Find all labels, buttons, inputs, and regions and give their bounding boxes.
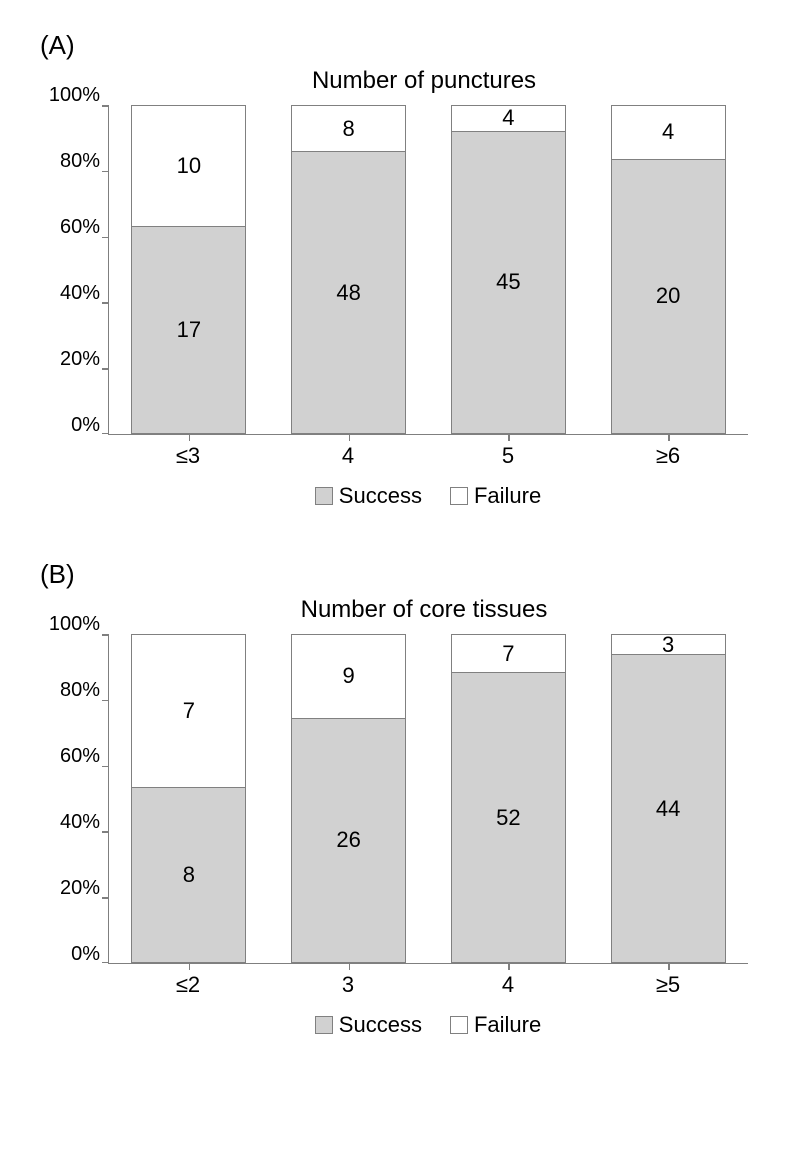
panel-b-title: Number of core tissues	[100, 596, 748, 624]
legend-item-failure: Failure	[450, 1012, 541, 1038]
bar-segment-failure: 7	[451, 634, 566, 673]
panel-b-y-axis: 100% 80% 60% 40% 20% 0%	[40, 634, 108, 964]
bar-segment-success: 48	[291, 152, 406, 434]
panel-b-bars: 78926752344	[109, 634, 748, 963]
x-label: 3	[290, 972, 405, 998]
panel-b-x-axis: ≤2 3 4 ≥5	[108, 972, 748, 998]
panel-b-plot: 78926752344	[108, 634, 748, 964]
x-label: 4	[450, 972, 565, 998]
x-tick-marks	[109, 434, 748, 441]
legend-item-failure: Failure	[450, 483, 541, 509]
panel-a-label: (A)	[40, 30, 748, 61]
legend-failure-label: Failure	[474, 1012, 541, 1038]
bar-column: 926	[291, 634, 406, 963]
bar-column: 344	[611, 634, 726, 963]
bar-segment-failure: 10	[131, 105, 246, 227]
legend-swatch-failure-icon	[450, 1016, 468, 1034]
panel-a-bars: 1017848445420	[109, 105, 748, 434]
panel-a-x-axis: ≤3 4 5 ≥6	[108, 443, 748, 469]
bar-column: 420	[611, 105, 726, 434]
bar-segment-success: 8	[131, 788, 246, 963]
x-label: ≥5	[610, 972, 725, 998]
legend-item-success: Success	[315, 483, 422, 509]
bar-segment-failure: 8	[291, 105, 406, 152]
legend-item-success: Success	[315, 1012, 422, 1038]
legend-success-label: Success	[339, 1012, 422, 1038]
bar-column: 445	[451, 105, 566, 434]
legend-swatch-failure-icon	[450, 487, 468, 505]
x-tick-marks	[109, 963, 748, 970]
bar-segment-failure: 4	[451, 105, 566, 132]
x-label: ≤2	[130, 972, 245, 998]
bar-column: 752	[451, 634, 566, 963]
panel-a-plot: 1017848445420	[108, 105, 748, 435]
panel-a-legend: Success Failure	[108, 483, 748, 509]
panel-b: (B) Number of core tissues 100% 80% 60% …	[40, 559, 748, 1038]
y-tick-marks	[102, 634, 109, 963]
bar-segment-success: 52	[451, 673, 566, 963]
panel-a-y-axis: 100% 80% 60% 40% 20% 0%	[40, 105, 108, 435]
bar-segment-success: 20	[611, 160, 726, 434]
legend-swatch-success-icon	[315, 1016, 333, 1034]
bar-column: 78	[131, 634, 246, 963]
panel-b-legend: Success Failure	[108, 1012, 748, 1038]
x-label: 4	[290, 443, 405, 469]
legend-swatch-success-icon	[315, 487, 333, 505]
x-label: ≥6	[610, 443, 725, 469]
bar-column: 1017	[131, 105, 246, 434]
panel-a-chart: 100% 80% 60% 40% 20% 0% 1017848445420	[40, 105, 748, 435]
page: (A) Number of punctures 100% 80% 60% 40%…	[0, 0, 788, 1156]
panel-a: (A) Number of punctures 100% 80% 60% 40%…	[40, 30, 748, 509]
legend-failure-label: Failure	[474, 483, 541, 509]
bar-column: 848	[291, 105, 406, 434]
bar-segment-failure: 3	[611, 634, 726, 655]
legend-success-label: Success	[339, 483, 422, 509]
bar-segment-success: 44	[611, 655, 726, 963]
panel-a-title: Number of punctures	[100, 67, 748, 95]
panel-b-label: (B)	[40, 559, 748, 590]
bar-segment-success: 17	[131, 227, 246, 434]
panel-b-chart: 100% 80% 60% 40% 20% 0% 78926752344	[40, 634, 748, 964]
x-label: ≤3	[130, 443, 245, 469]
y-tick-marks	[102, 105, 109, 434]
bar-segment-success: 26	[291, 719, 406, 963]
bar-segment-failure: 7	[131, 634, 246, 788]
x-label: 5	[450, 443, 565, 469]
bar-segment-failure: 4	[611, 105, 726, 160]
bar-segment-failure: 9	[291, 634, 406, 719]
bar-segment-success: 45	[451, 132, 566, 434]
